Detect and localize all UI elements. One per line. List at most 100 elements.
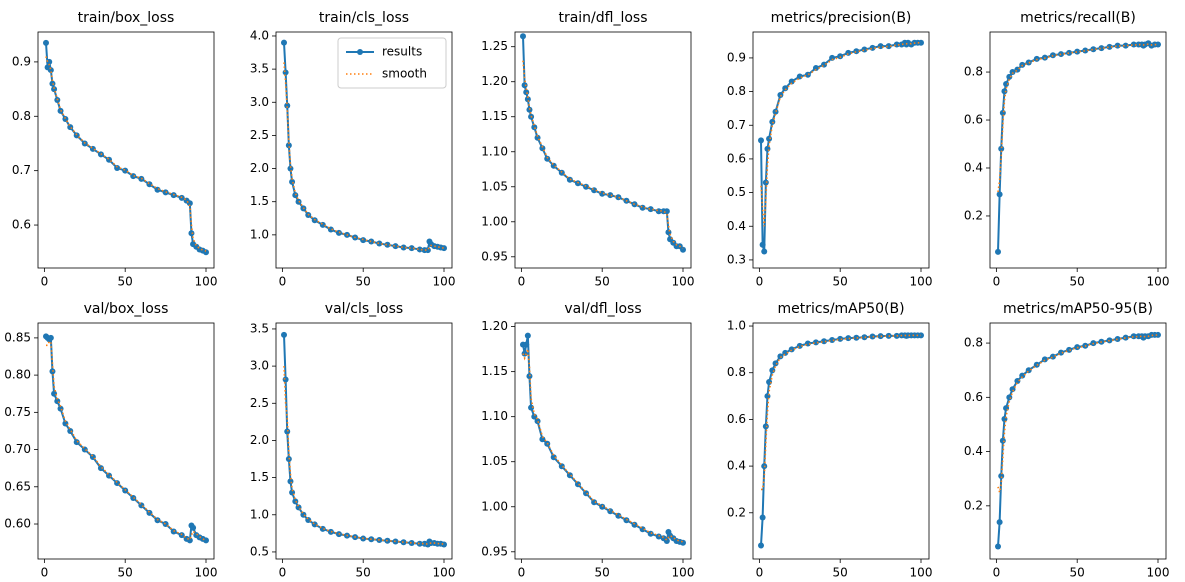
results-marker — [766, 135, 773, 142]
subplot: train/box_loss 0.6 0.7 0.8 0.9 0 50 100 — [12, 10, 218, 289]
y-tick-label: 0.8 — [964, 65, 983, 79]
results-marker — [1001, 88, 1008, 95]
results-marker — [544, 155, 551, 162]
results-marker — [154, 186, 161, 193]
x-tick-label: 50 — [833, 566, 848, 580]
results-marker — [837, 335, 844, 342]
y-tick-label: 2.5 — [250, 128, 269, 142]
results-marker — [999, 437, 1006, 444]
results-marker — [203, 537, 209, 544]
results-marker — [777, 91, 784, 98]
results-marker — [520, 33, 526, 40]
plot-area — [43, 333, 209, 544]
y-tick-label: 0.6 — [727, 412, 746, 426]
x-tick-label: 0 — [41, 566, 49, 580]
y-tick-label: 0.5 — [727, 185, 746, 199]
results-line — [45, 42, 207, 254]
x-tick-label: 0 — [279, 275, 287, 289]
results-marker — [1006, 73, 1013, 80]
y-tick-label: 1.0 — [250, 507, 269, 521]
chart-title: metrics/mAP50-95(B) — [1003, 301, 1153, 317]
y-tick-label: 0.8 — [727, 84, 746, 98]
results-marker — [178, 532, 185, 539]
plot-area — [281, 331, 447, 548]
smooth-line — [46, 340, 207, 542]
y-tick-label: 1.5 — [250, 194, 269, 208]
chart-title: val/cls_loss — [325, 301, 403, 317]
results-marker — [287, 165, 294, 172]
results-marker — [845, 49, 852, 56]
results-marker — [853, 334, 860, 341]
y-tick-label: 3.0 — [250, 95, 269, 109]
results-marker — [1155, 41, 1161, 48]
y-tick-label: 1.15 — [481, 109, 508, 123]
y-tick-label: 1.0 — [250, 227, 269, 241]
subplot: metrics/mAP50-95(B) 0.2 0.4 0.6 0.8 0 50 100 — [964, 301, 1170, 580]
y-tick-label: 1.10 — [481, 409, 508, 423]
results-marker — [769, 118, 776, 125]
results-marker — [550, 454, 557, 461]
results-marker — [829, 54, 836, 61]
x-tick-label: 0 — [756, 275, 764, 289]
results-marker — [130, 494, 137, 501]
smooth-line — [997, 334, 1159, 493]
results-marker — [327, 528, 334, 535]
results-marker — [769, 367, 776, 374]
x-tick-label: 100 — [672, 275, 695, 289]
results-marker — [130, 173, 137, 180]
results-marker — [1122, 42, 1129, 49]
results-line — [760, 334, 921, 546]
chart-title: train/cls_loss — [319, 10, 409, 26]
chart-title: val/dfl_loss — [564, 301, 641, 317]
results-marker — [400, 244, 407, 251]
results-marker — [285, 142, 292, 149]
chart-title: train/box_loss — [78, 10, 175, 26]
subplot: train/dfl_loss 0.95 1.00 1.05 1.10 1.15 1.20 1.… — [481, 10, 694, 289]
results-marker — [772, 108, 779, 115]
results-marker — [521, 350, 528, 357]
y-tick-label: 0.95 — [481, 544, 508, 558]
results-marker — [804, 71, 811, 78]
results-marker — [777, 353, 784, 360]
legend-marker — [357, 49, 363, 55]
results-marker — [591, 499, 598, 506]
y-tick-label: 0.8 — [964, 336, 983, 350]
results-marker — [762, 179, 769, 186]
y-tick-label: 0.4 — [964, 444, 983, 458]
smooth-line — [522, 60, 684, 250]
y-tick-label: 0.4 — [727, 219, 746, 233]
y-tick-label: 3.5 — [250, 321, 269, 335]
results-marker — [190, 524, 197, 531]
axes-frame — [37, 31, 215, 269]
y-tick-label: 2.0 — [250, 433, 269, 447]
y-tick-label: 0.6 — [727, 151, 746, 165]
x-tick-label: 50 — [595, 566, 610, 580]
results-marker — [583, 490, 590, 497]
results-marker — [663, 208, 670, 215]
plot-area — [43, 39, 209, 256]
results-marker — [188, 230, 195, 237]
y-tick-label: 1.00 — [481, 499, 508, 513]
results-marker — [416, 540, 423, 547]
results-marker — [615, 194, 622, 201]
subplot: metrics/recall(B) 0.2 0.4 0.6 0.8 0 50 100 — [964, 10, 1170, 289]
results-marker — [998, 145, 1005, 152]
y-tick-label: 0.7 — [12, 163, 31, 177]
results-marker — [376, 240, 383, 247]
results-marker — [408, 245, 415, 252]
y-tick-label: 0.85 — [4, 330, 31, 344]
results-marker — [647, 530, 654, 537]
results-line — [522, 36, 684, 251]
results-marker — [995, 543, 1001, 550]
x-tick-label: 0 — [41, 275, 49, 289]
x-tick-label: 100 — [433, 566, 456, 580]
x-tick-label: 100 — [910, 566, 933, 580]
x-tick-label: 100 — [1147, 275, 1170, 289]
results-marker — [759, 514, 766, 521]
results-marker — [607, 192, 614, 199]
results-marker — [558, 463, 565, 470]
results-marker — [1082, 47, 1089, 54]
results-marker — [1130, 41, 1137, 48]
results-marker — [1098, 45, 1105, 52]
